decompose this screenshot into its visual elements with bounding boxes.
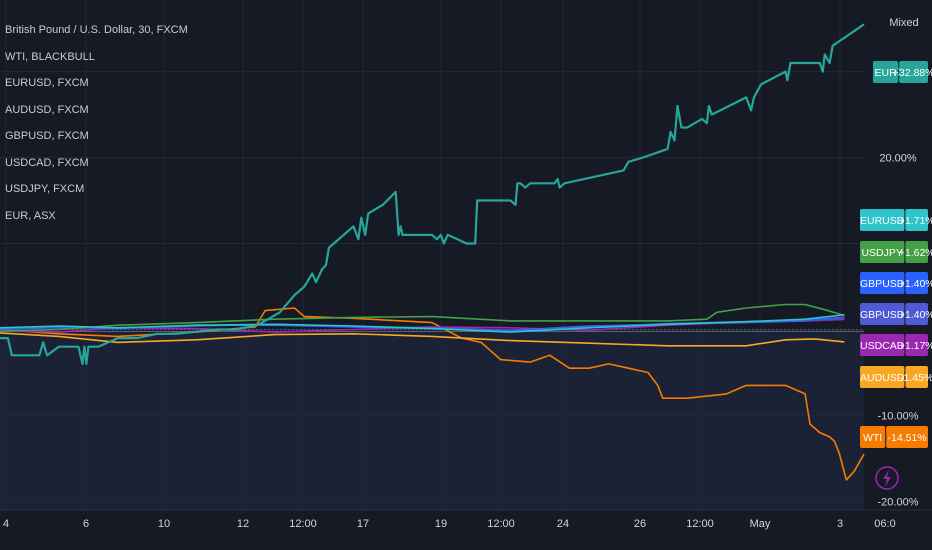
badge-value-bg: [886, 426, 928, 448]
price-badge-eurusd: EURUSD+1.71%: [860, 209, 932, 231]
x-tick-label: 12:00: [487, 518, 515, 530]
price-badge-usdcad: USDCAD+1.17%: [860, 334, 932, 356]
legend-item-eur[interactable]: EUR, ASX: [5, 209, 56, 222]
badge-symbol-bg: [860, 303, 905, 325]
legend-item-audusd[interactable]: AUDUSD, FXCM: [5, 103, 89, 116]
series-line-eurusd: [0, 314, 845, 333]
badge-value-bg: [905, 366, 928, 388]
badge-value: +1.40%: [899, 278, 932, 290]
badge-value-bg: [899, 61, 928, 83]
series-line-usdjpy: [0, 303, 845, 332]
badge-symbol-bg: [860, 426, 886, 448]
y-tick-label: -20.00%: [878, 496, 919, 508]
badge-symbol-bg: [860, 366, 905, 388]
badge-value: +1.62%: [899, 247, 932, 259]
x-axis[interactable]: 4 6 10 12 12:00 17 19 12:00 24 26 12:00 May 3 06:0: [0, 509, 932, 530]
badge-symbol: WTI: [863, 432, 882, 444]
grid: [0, 0, 864, 510]
x-tick-label: 12:00: [686, 518, 714, 530]
badge-symbol: GBPUSD: [860, 278, 905, 290]
x-tick-label: 17: [357, 518, 369, 530]
x-tick-label: 4: [3, 518, 9, 530]
badge-value-bg: [905, 272, 928, 294]
series-line-eur: [0, 23, 865, 365]
series-layer: [0, 23, 865, 481]
price-badge-wti: WTI -14.51%: [860, 426, 928, 448]
badge-symbol-bg: [860, 272, 905, 294]
badge-symbol: GBPUSD: [860, 309, 905, 321]
badge-symbol: USDCAD: [860, 340, 905, 352]
x-tick-label: 6: [83, 518, 89, 530]
x-tick-label: 26: [634, 518, 646, 530]
x-tick-label: 06:0: [874, 518, 895, 530]
lightning-icon[interactable]: [875, 466, 899, 490]
scale-mode-label[interactable]: Mixed: [889, 17, 918, 29]
badge-symbol-bg: [860, 241, 905, 263]
price-badges: EUR+32.88% EURUSD+1.71% USDJPY+1.62% GBPUSD…: [860, 61, 932, 448]
badge-value: +32.88%: [893, 67, 932, 79]
price-badge-audusd: AUDUSD-1.45%: [860, 366, 932, 388]
legend-item-usdcad[interactable]: USDCAD, FXCM: [5, 156, 89, 169]
badge-value: +1.40%: [899, 309, 932, 321]
badge-value-bg: [905, 241, 928, 263]
badge-symbol: EUR: [875, 67, 898, 79]
badge-symbol-bg: [860, 209, 905, 231]
x-tick-label: 12: [237, 518, 249, 530]
legend-item-eurusd[interactable]: EURUSD, FXCM: [5, 77, 89, 89]
series-line-wti: [0, 307, 865, 481]
badge-value: -1.45%: [900, 372, 932, 384]
legend-item-wti[interactable]: WTI, BLACKBULL: [5, 50, 95, 63]
x-tick-label: 10: [158, 518, 170, 530]
x-tick-label: 24: [557, 518, 569, 530]
badge-value-bg: [905, 334, 928, 356]
legend-item-main-symbol[interactable]: British Pound / U.S. Dollar, 30, FXCM: [5, 24, 188, 36]
series-line-audusd: [0, 332, 845, 347]
y-tick-label: 20.00%: [879, 153, 917, 165]
badge-value: +1.71%: [899, 215, 932, 227]
badge-value: +1.17%: [899, 340, 932, 352]
x-tick-label: May: [750, 518, 771, 530]
price-badge-eur: EUR+32.88%: [873, 61, 932, 83]
badge-symbol-bg: [873, 61, 899, 83]
legend-item-gbpusd[interactable]: GBPUSD, FXCM: [5, 130, 89, 142]
price-badge-gbpusd: GBPUSD+1.40%: [860, 272, 932, 294]
badge-symbol-bg: [860, 334, 905, 356]
badge-symbol: EURUSD: [860, 215, 905, 227]
legend-item-usdjpy[interactable]: USDJPY, FXCM: [5, 183, 85, 195]
baseline-shade: [0, 329, 864, 510]
legend: British Pound / U.S. Dollar, 30, FXCM WT…: [5, 23, 188, 235]
badge-value: -14.51%: [888, 432, 927, 444]
x-tick-label: 19: [435, 518, 447, 530]
badge-value-bg: [905, 209, 928, 231]
x-tick-label: 3: [837, 518, 843, 530]
y-tick-label: -10.00%: [878, 410, 919, 422]
price-badge-usdjpy: USDJPY+1.62%: [860, 241, 932, 263]
badge-symbol: USDJPY: [861, 247, 902, 259]
price-badge-gbpusd: GBPUSD+1.40%: [860, 303, 932, 325]
badge-value-bg: [905, 303, 928, 325]
badge-symbol: AUDUSD: [860, 372, 905, 384]
x-tick-label: 12:00: [289, 518, 317, 530]
